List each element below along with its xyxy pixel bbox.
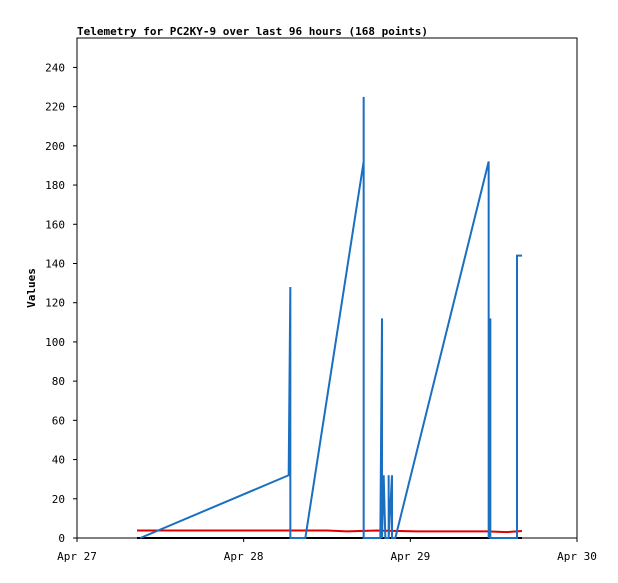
x-tick-label: Apr 30 — [557, 550, 597, 563]
y-tick-label: 140 — [45, 257, 65, 270]
y-tick-label: 100 — [45, 336, 65, 349]
plot-frame — [76, 37, 578, 539]
y-tick-label: 60 — [52, 414, 65, 427]
y-tick-label: 40 — [52, 454, 65, 467]
y-tick-label: 20 — [52, 493, 65, 506]
y-tick-label: 120 — [45, 297, 65, 310]
y-tick-label: 240 — [45, 61, 65, 74]
y-tick-label: 80 — [52, 375, 65, 388]
series-line — [139, 96, 522, 539]
y-tick-label: 160 — [45, 218, 65, 231]
x-tick-label: Apr 27 — [57, 550, 97, 563]
y-tick-label: 220 — [45, 101, 65, 114]
x-tick-label: Apr 28 — [224, 550, 264, 563]
x-tick-label: Apr 29 — [390, 550, 430, 563]
chart-title: Telemetry for PC2KY-9 over last 96 hours… — [77, 25, 428, 38]
y-tick-label: 0 — [58, 532, 65, 545]
series-line — [137, 529, 523, 534]
y-axis-label: Values — [25, 268, 38, 308]
y-tick-label: 180 — [45, 179, 65, 192]
y-tick-label: 200 — [45, 140, 65, 153]
